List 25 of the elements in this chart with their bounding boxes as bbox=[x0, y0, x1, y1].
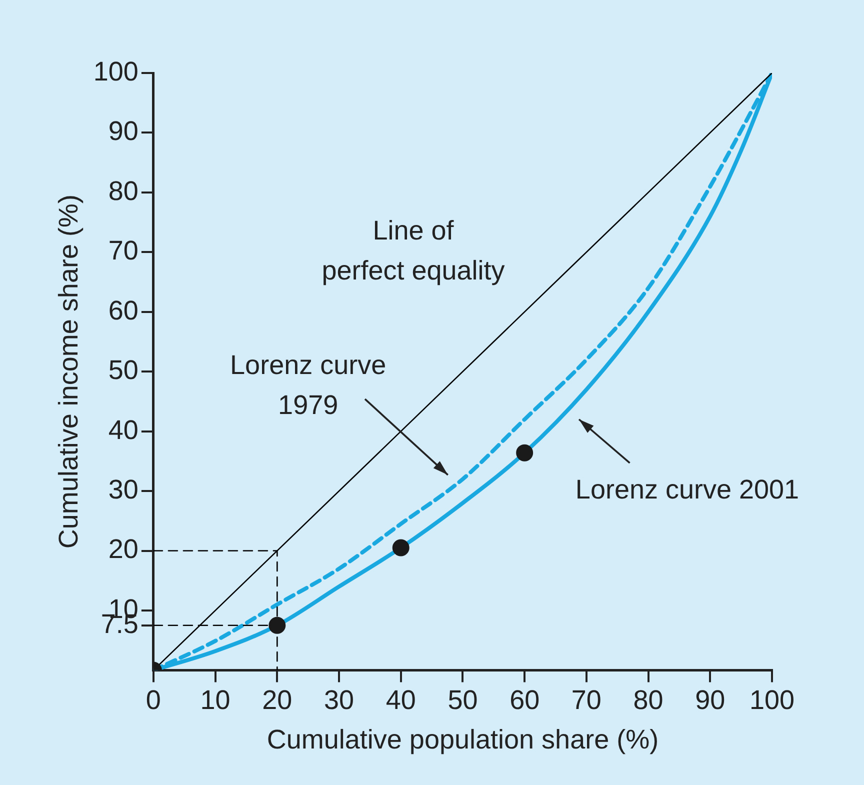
y-tick-label: 40 bbox=[108, 414, 138, 445]
y-tick-label: 80 bbox=[108, 176, 138, 206]
x-tick-label: 60 bbox=[510, 684, 540, 715]
x-tick-label: 80 bbox=[633, 684, 664, 715]
y-tick-label: 30 bbox=[108, 474, 138, 504]
x-tick-label: 90 bbox=[695, 684, 726, 715]
y-tick-label: 90 bbox=[108, 116, 138, 146]
annotation: Line of perfect equality bbox=[322, 216, 506, 286]
x-axis-title: Cumulative population share (%) bbox=[266, 724, 659, 754]
x-tick-label: 10 bbox=[200, 684, 230, 715]
y-tick-label: 60 bbox=[108, 295, 138, 326]
y-tick-label: 20 bbox=[108, 534, 138, 564]
annotation: Lorenz curve 2001 bbox=[575, 474, 800, 504]
x-tick-label: 20 bbox=[262, 684, 292, 715]
x-tick-label: 30 bbox=[324, 684, 354, 715]
x-tick-label: 40 bbox=[386, 684, 416, 715]
y-tick-label: 50 bbox=[108, 355, 138, 386]
y-tick-label: 100 bbox=[93, 56, 138, 86]
x-tick-label: 0 bbox=[146, 684, 161, 715]
x-tick-label: 70 bbox=[571, 684, 602, 715]
x-tick-label: 50 bbox=[448, 684, 478, 715]
y-axis-title: Cumulative income share (%) bbox=[54, 194, 84, 549]
x-tick-label: 100 bbox=[749, 684, 795, 715]
annotation: Lorenz curve 1979 bbox=[230, 350, 386, 420]
y-tick-label: 70 bbox=[108, 236, 138, 266]
